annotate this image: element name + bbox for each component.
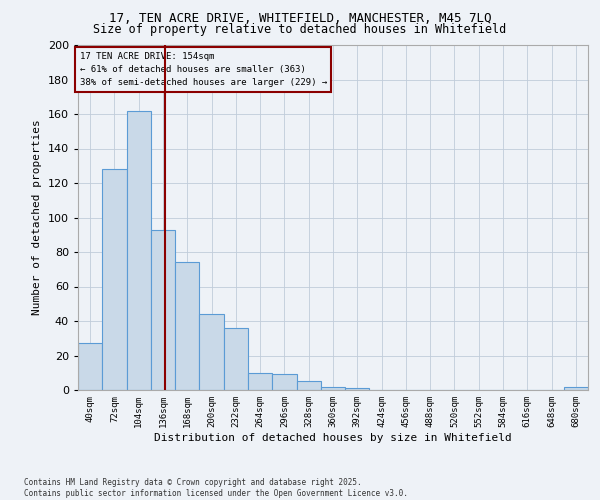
- Bar: [321, 386, 345, 390]
- Bar: [175, 262, 199, 390]
- Text: Contains HM Land Registry data © Crown copyright and database right 2025.
Contai: Contains HM Land Registry data © Crown c…: [24, 478, 408, 498]
- X-axis label: Distribution of detached houses by size in Whitefield: Distribution of detached houses by size …: [154, 432, 512, 442]
- Bar: [151, 230, 175, 390]
- Bar: [248, 373, 272, 390]
- Bar: [272, 374, 296, 390]
- Bar: [296, 382, 321, 390]
- Bar: [78, 344, 102, 390]
- Bar: [102, 169, 127, 390]
- Bar: [345, 388, 370, 390]
- Bar: [199, 314, 224, 390]
- Y-axis label: Number of detached properties: Number of detached properties: [32, 120, 42, 316]
- Bar: [224, 328, 248, 390]
- Text: 17, TEN ACRE DRIVE, WHITEFIELD, MANCHESTER, M45 7LQ: 17, TEN ACRE DRIVE, WHITEFIELD, MANCHEST…: [109, 12, 491, 26]
- Text: Size of property relative to detached houses in Whitefield: Size of property relative to detached ho…: [94, 22, 506, 36]
- Bar: [564, 386, 588, 390]
- Text: 17 TEN ACRE DRIVE: 154sqm
← 61% of detached houses are smaller (363)
38% of semi: 17 TEN ACRE DRIVE: 154sqm ← 61% of detac…: [80, 52, 327, 88]
- Bar: [127, 110, 151, 390]
